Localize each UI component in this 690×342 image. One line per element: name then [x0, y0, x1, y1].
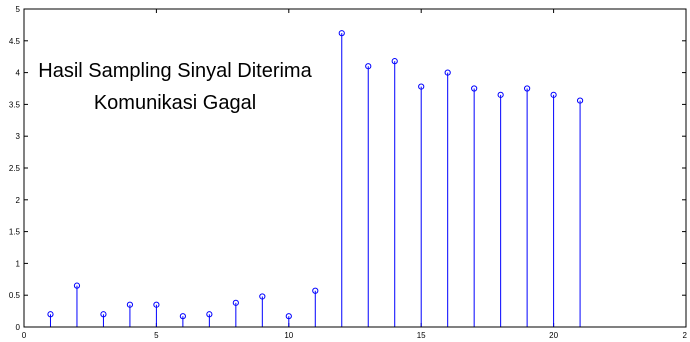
stem-marker	[444, 69, 451, 76]
stem-marker	[471, 85, 478, 92]
stem-marker	[391, 58, 398, 65]
y-tick-label: 2	[16, 196, 21, 205]
stem-marker	[153, 301, 160, 308]
stem-marker	[524, 85, 531, 92]
y-axis: 0 0.5 1 1.5 2 2.5 3 3.5 4 4.5 5	[9, 5, 686, 332]
x-tick-label: 20	[549, 331, 558, 340]
x-tick-label: 15	[417, 331, 426, 340]
stem-marker	[550, 91, 557, 98]
y-tick-label: 4.5	[9, 37, 21, 46]
y-tick-label: 0	[16, 323, 21, 332]
stem-marker	[576, 97, 584, 104]
y-tick-label: 3.5	[9, 100, 21, 109]
stem-marker	[497, 91, 504, 98]
stem-marker	[179, 313, 186, 320]
stem-marker	[338, 30, 345, 37]
y-tick-label: 1.5	[9, 228, 21, 237]
y-tick-label: 4	[16, 69, 21, 78]
stem-marker	[206, 311, 213, 318]
stem-marker	[47, 311, 54, 318]
x-tick-label: 5	[154, 331, 159, 340]
stem-marker	[365, 63, 372, 70]
chart-title-line-2: Komunikasi Gagal	[94, 92, 256, 114]
stem-marker	[418, 83, 425, 90]
data-series	[47, 30, 584, 327]
y-tick-label: 2.5	[9, 164, 21, 173]
y-tick-label: 1	[16, 259, 21, 268]
plot-frame	[23, 8, 687, 328]
stem-marker	[259, 293, 266, 300]
stem-marker	[232, 299, 239, 306]
y-tick-label: 0.5	[9, 291, 21, 300]
stem-marker	[312, 287, 319, 294]
x-tick-label: 0	[22, 331, 27, 340]
plot-area	[24, 9, 686, 327]
stem-marker	[285, 313, 292, 320]
chart-title-line-1: Hasil Sampling Sinyal Diterima	[38, 60, 312, 82]
x-tick-label: 2	[683, 331, 688, 340]
y-tick-label: 5	[16, 5, 21, 14]
stem-marker	[73, 282, 81, 289]
stem-marker	[100, 311, 107, 318]
x-tick-label: 10	[284, 331, 293, 340]
y-tick-label: 3	[16, 132, 21, 141]
stem-marker	[126, 301, 134, 308]
